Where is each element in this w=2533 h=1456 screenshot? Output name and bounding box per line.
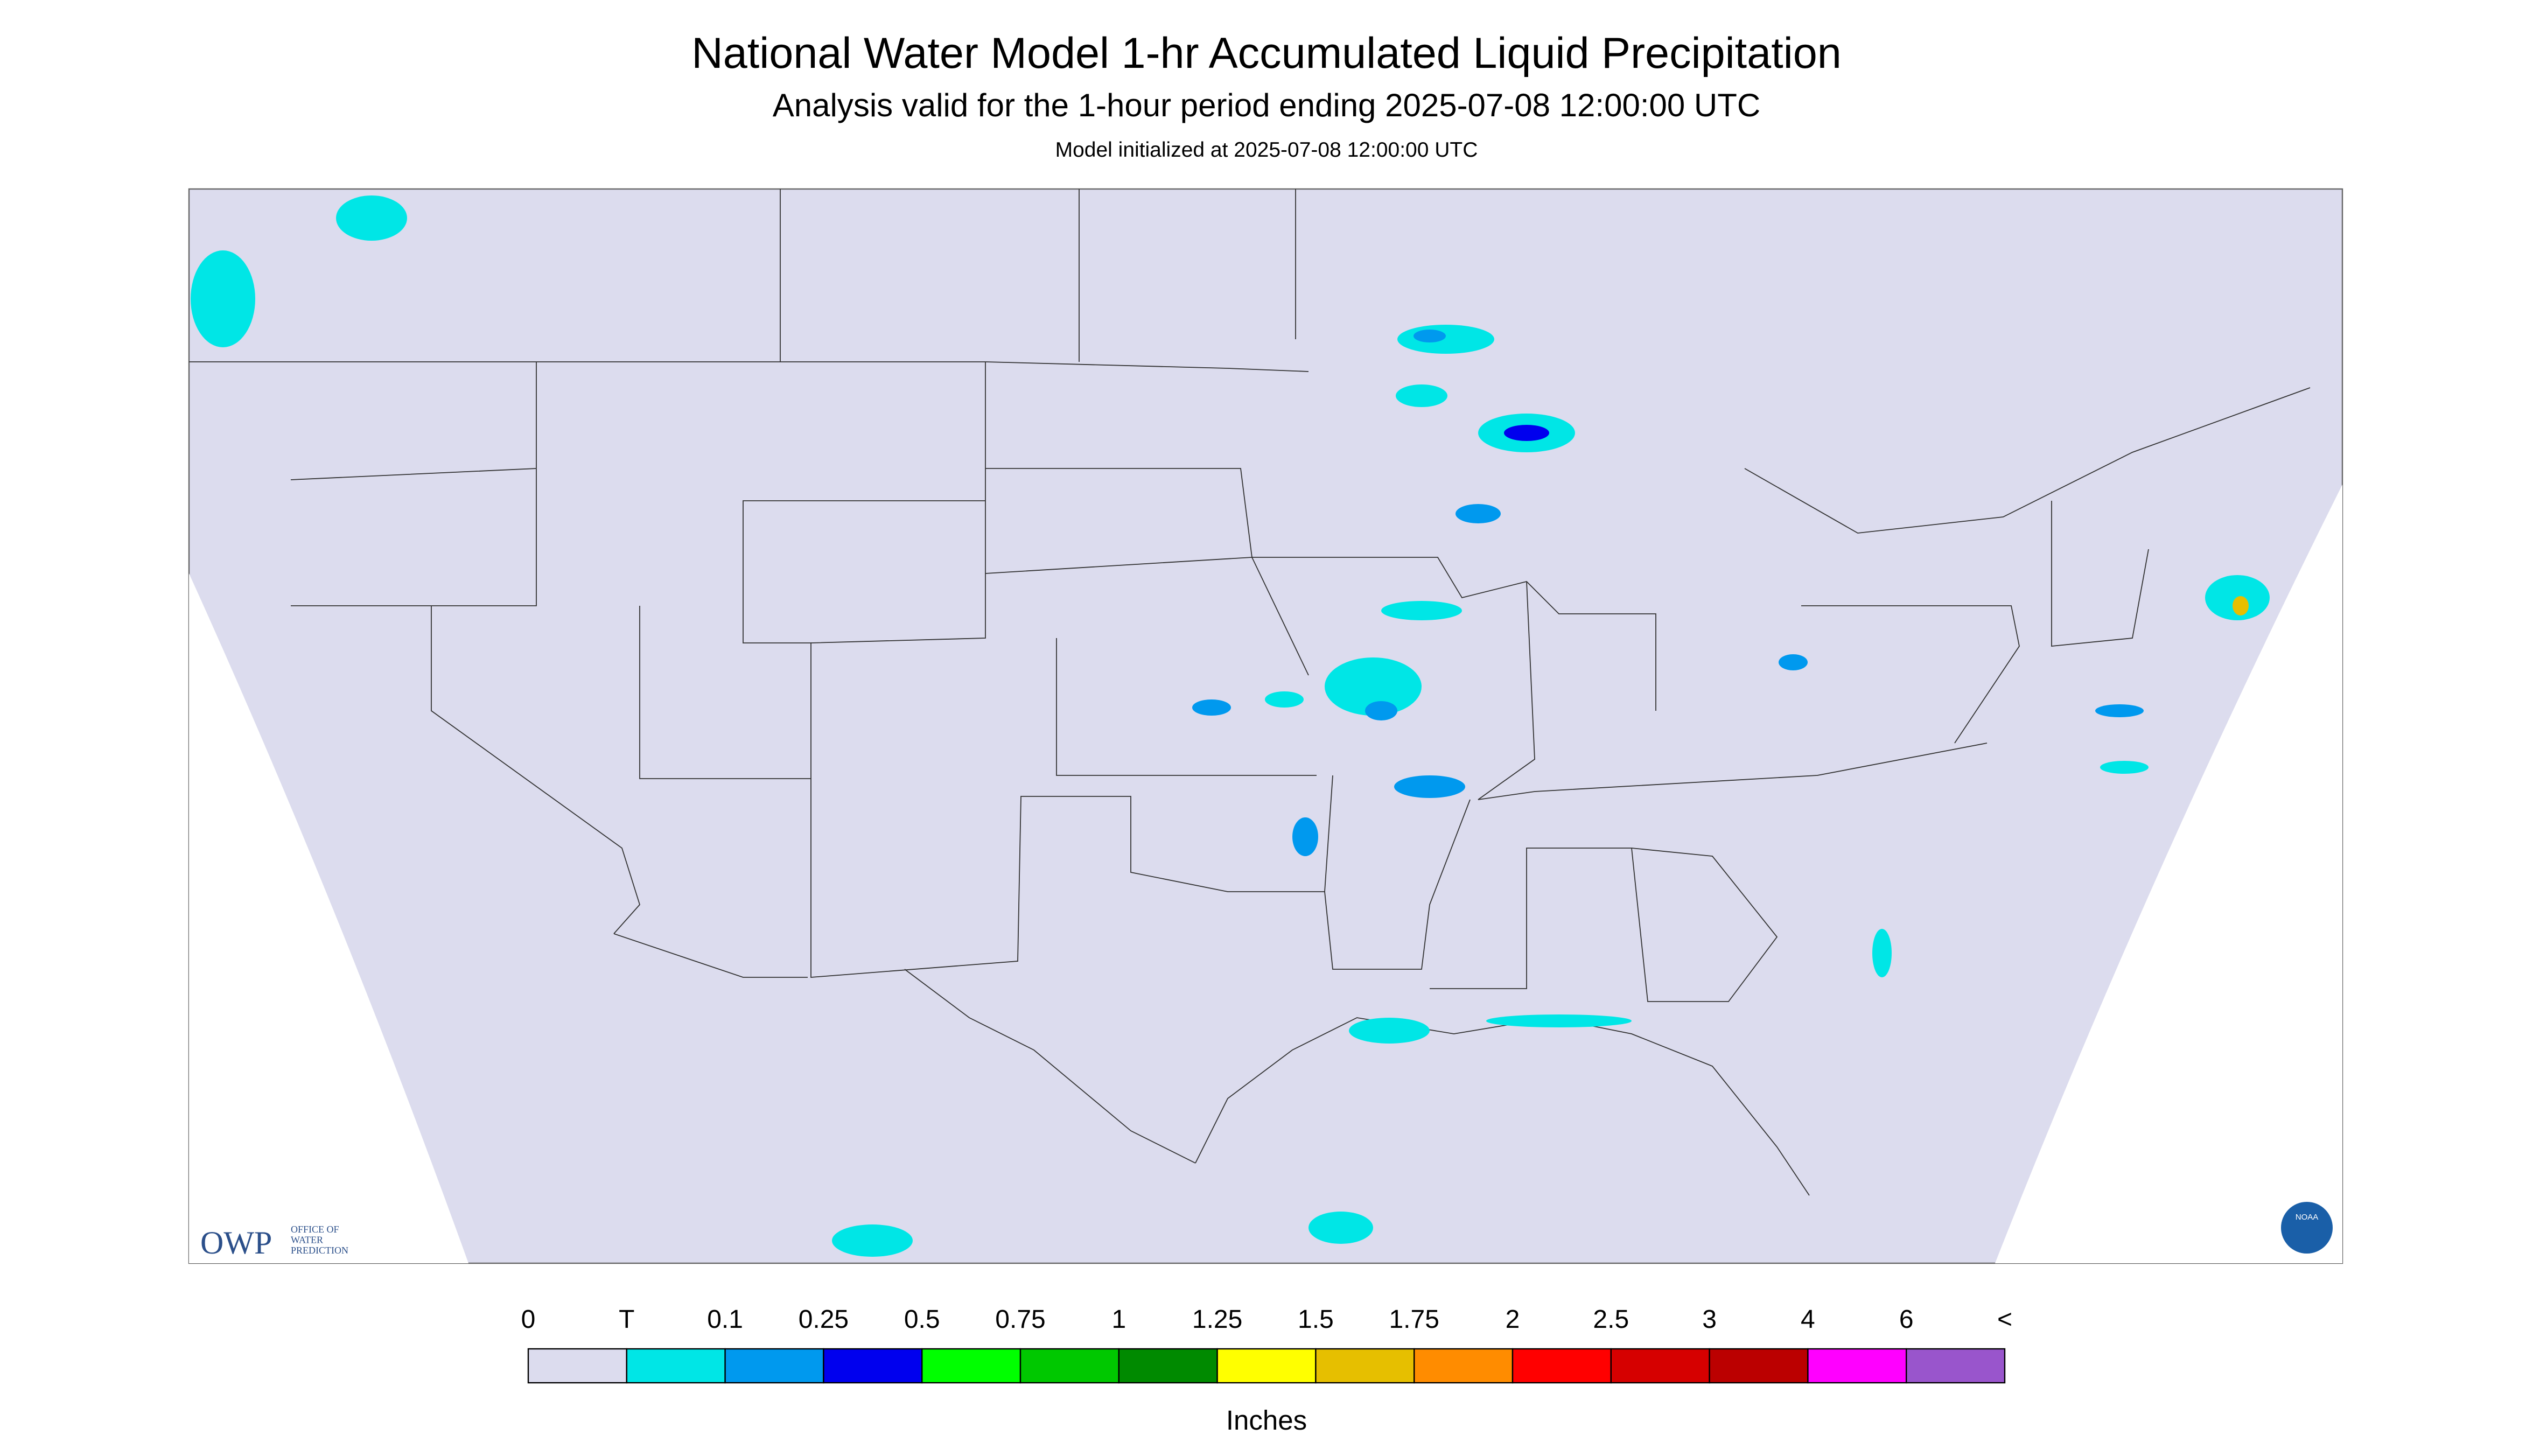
color-swatch: [1709, 1348, 1809, 1384]
color-swatch: [1019, 1348, 1120, 1384]
init-note: Model initialized at 2025-07-08 12:00:00…: [1055, 138, 1478, 162]
owp-name-line: OFFICE OF: [291, 1224, 339, 1235]
legend-label: 0.75: [995, 1305, 1045, 1334]
owp-name-line: PREDICTION: [291, 1245, 348, 1256]
legend-label: 0.1: [707, 1305, 743, 1334]
legend-label: 3: [1702, 1305, 1717, 1334]
legend-label: 0.5: [904, 1305, 940, 1334]
legend-label: 0.25: [799, 1305, 849, 1334]
color-swatch: [1905, 1348, 2006, 1384]
color-swatch: [1807, 1348, 1907, 1384]
legend-label: 0: [521, 1305, 536, 1334]
map-frame: [188, 188, 2343, 1264]
projection-edge: [189, 573, 468, 1264]
color-swatch: [921, 1348, 1021, 1384]
legend-label: 1.5: [1298, 1305, 1334, 1334]
legend-label: 1.75: [1389, 1305, 1439, 1334]
legend-label: T: [619, 1305, 634, 1334]
legend-label: 2: [1506, 1305, 1520, 1334]
noaa-logo: [2281, 1202, 2333, 1254]
color-swatch: [1216, 1348, 1317, 1384]
legend-label: 4: [1801, 1305, 1815, 1334]
noaa-logo-text: NOAA: [2296, 1213, 2319, 1222]
subtitle: Analysis valid for the 1-hour period end…: [773, 87, 1760, 123]
precipitation: [191, 195, 2270, 1257]
color-swatch: [1118, 1348, 1218, 1384]
legend-label: 1.25: [1192, 1305, 1242, 1334]
owp-logo: OWP: [200, 1225, 272, 1261]
color-swatch: [1414, 1348, 1514, 1384]
color-swatch: [1512, 1348, 1612, 1384]
color-swatch: [626, 1348, 726, 1384]
legend-label: 1: [1111, 1305, 1126, 1334]
color-swatch: [1610, 1348, 1710, 1384]
color-swatch: [527, 1348, 628, 1384]
legend-label: 2.5: [1593, 1305, 1629, 1334]
colorbar: 0 T 0.1 0.25 0.5 0.75 1 1.25 1.5 1.75 2 2.5 3 4 6 <: [521, 1305, 2012, 1384]
color-swatch: [1315, 1348, 1415, 1384]
owp-name-line: WATER: [291, 1235, 323, 1245]
projection-edge: [1995, 485, 2342, 1264]
legend-label: <: [1997, 1305, 2012, 1334]
color-swatch: [724, 1348, 824, 1384]
color-swatch: [823, 1348, 923, 1384]
legend-label: 6: [1899, 1305, 1914, 1334]
boundaries: [189, 189, 2311, 1196]
units-label: Inches: [1226, 1405, 1307, 1436]
title: National Water Model 1-hr Accumulated Li…: [691, 29, 1842, 78]
